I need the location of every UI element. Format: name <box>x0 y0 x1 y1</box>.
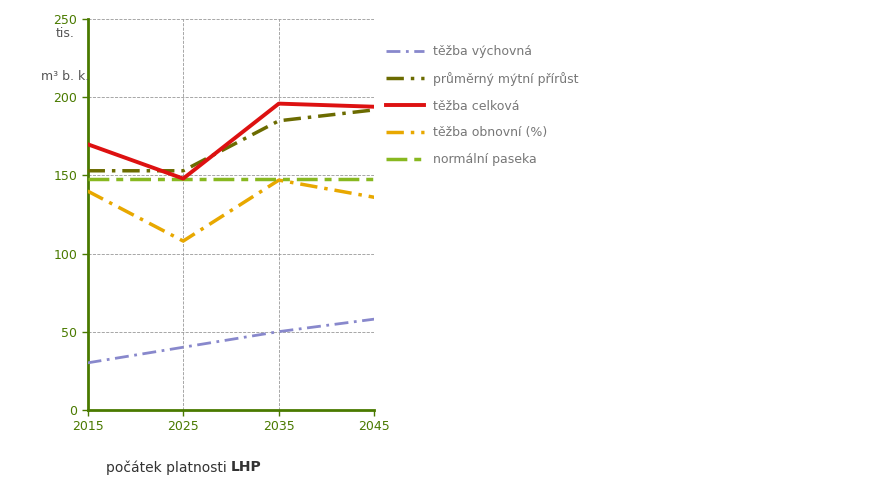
Legend: těžba výchovná, průměrný mýtní přírůst, těžba celková, těžba obnovní (%), normál: těžba výchovná, průměrný mýtní přírůst, … <box>386 45 578 166</box>
Text: počátek platnosti: počátek platnosti <box>106 460 231 475</box>
Text: tis.: tis. <box>55 27 74 40</box>
Text: m³ b. k.: m³ b. k. <box>40 70 88 83</box>
Text: LHP: LHP <box>231 460 262 474</box>
